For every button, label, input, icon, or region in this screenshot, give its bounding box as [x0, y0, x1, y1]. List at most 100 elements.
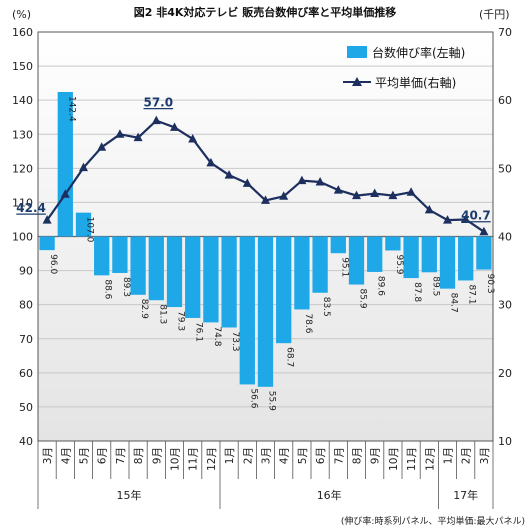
- price-marker: [170, 122, 179, 131]
- bar: [203, 236, 219, 323]
- price-marker: [315, 176, 325, 186]
- price-marker: [42, 215, 52, 224]
- footnote: (伸び率:時系列パネル、平均単価:最大パネル): [341, 515, 525, 527]
- y-right-tick-label: 40: [498, 231, 512, 244]
- price-marker: [297, 175, 307, 185]
- bar-value-label: 56.6: [248, 388, 258, 408]
- bar: [239, 236, 255, 385]
- price-marker: [188, 134, 198, 143]
- bar-value-label: 90.3: [485, 274, 495, 294]
- x-tick-label: 9月: [370, 447, 382, 464]
- bar: [367, 236, 383, 272]
- y-left-tick-label: 160: [12, 26, 33, 39]
- y-right-tick-label: 50: [498, 162, 512, 175]
- bar-value-label: 68.7: [285, 347, 295, 367]
- y-left-tick-label: 40: [19, 435, 33, 448]
- bar-labels: 96.0 142.4 107.0 88.6 89.3 82.9 81.3 79.3 76.1 74…: [48, 96, 495, 411]
- y-left-tick-label: 110: [12, 196, 33, 209]
- y-left-tick-label: 130: [12, 128, 33, 141]
- x-tick-label: 8月: [352, 447, 364, 464]
- bar: [112, 236, 128, 273]
- bar: [94, 236, 110, 276]
- price-marker: [352, 190, 361, 200]
- bar: [403, 236, 419, 279]
- x-tick-label: 6月: [315, 447, 327, 464]
- legend-bar-swatch: [347, 46, 367, 58]
- bar-value-label: 95.1: [339, 257, 349, 277]
- bar: [185, 236, 201, 318]
- bar-value-label: 55.9: [267, 391, 277, 411]
- x-tick-label: 7月: [333, 447, 345, 464]
- bar: [257, 236, 274, 387]
- bar-value-label: 82.9: [139, 299, 149, 319]
- legend-line-marker: [352, 77, 362, 86]
- price-callout: 42.4: [16, 201, 46, 215]
- x-tick-label: 5月: [79, 447, 91, 464]
- price-marker: [406, 187, 416, 196]
- price-marker: [60, 189, 70, 198]
- x-tick-label: 4月: [279, 447, 291, 464]
- bar-value-label: 89.5: [430, 276, 440, 296]
- y-left-tick-label: 70: [19, 333, 33, 346]
- x-tick-label: 5月: [297, 447, 309, 464]
- y-left-tick-label: 140: [12, 94, 33, 107]
- x-tick-label: 7月: [115, 447, 127, 464]
- price-marker: [151, 115, 161, 125]
- bar: [458, 236, 474, 281]
- bar-value-label: 85.9: [358, 289, 368, 309]
- bar: [39, 236, 55, 251]
- bar: [312, 236, 328, 293]
- price-marker: [461, 214, 471, 223]
- y-right-unit: (千円): [479, 8, 510, 21]
- legend-line-label: 平均単価(右軸): [375, 75, 456, 90]
- price-marker: [133, 132, 143, 142]
- bar-value-label: 88.6: [103, 279, 113, 299]
- chart-title: 図2 非4K対応テレビ 販売台数伸び率と平均単価推移: [134, 5, 397, 19]
- x-tick-label: 10月: [388, 447, 400, 471]
- line-callouts: 42.4 57.0 40.7: [16, 96, 490, 223]
- bar: [221, 236, 237, 328]
- price-marker: [242, 178, 252, 187]
- y-left-tick-label: 150: [12, 60, 33, 73]
- x-tick-label: 2月: [461, 447, 473, 464]
- line-series: [42, 115, 489, 236]
- price-marker: [424, 204, 434, 214]
- y-right-tick-label: 30: [498, 299, 512, 312]
- price-marker: [79, 162, 88, 172]
- x-tick-label: 3月: [479, 447, 491, 464]
- legend: 台数伸び率(左軸) 平均単価(右軸): [343, 45, 465, 90]
- bar-value-label: 89.3: [121, 277, 131, 297]
- legend-bar-label: 台数伸び率(左軸): [372, 45, 465, 60]
- y-right-tick-label: 20: [498, 367, 512, 380]
- bar-value-label: 87.1: [467, 284, 477, 304]
- price-marker: [224, 170, 234, 179]
- price-marker: [115, 129, 125, 138]
- bar-value-label: 76.1: [194, 322, 204, 342]
- bar-value-label: 74.8: [212, 326, 222, 346]
- bar-value-label: 83.5: [321, 297, 331, 317]
- x-tick-label: 9月: [151, 447, 163, 464]
- price-marker: [388, 190, 398, 200]
- x-tick-label: 2月: [242, 447, 254, 464]
- y-left-tick-label: 60: [19, 367, 33, 380]
- y-left-unit: (%): [12, 8, 31, 21]
- bar: [75, 212, 92, 237]
- bar: [166, 236, 183, 308]
- price-callout: 40.7: [461, 209, 491, 223]
- x-tick-label: 1月: [224, 447, 236, 464]
- bar-value-label: 89.6: [376, 276, 386, 296]
- price-marker: [279, 191, 289, 200]
- bar: [348, 236, 365, 285]
- bar: [130, 236, 146, 295]
- year-label: 17年: [453, 488, 478, 502]
- axes: 40 50 60 70 80 90 100 110 120 130 140 150 160 10 20 30 4…: [12, 26, 512, 448]
- bar: [439, 236, 456, 289]
- bar-value-label: 81.3: [157, 304, 167, 324]
- x-axis: 3月 4月 5月 6月 7月 8月 9月 10月 11月 12月 1月 2月 3月 4月 5月 6月 7月 8月 9…: [37, 441, 494, 509]
- bar-value-label: 73.3: [230, 332, 240, 352]
- price-marker: [206, 157, 216, 167]
- bar-value-label: 79.3: [176, 311, 186, 331]
- price-marker: [370, 188, 380, 198]
- bar-value-label: 142.4: [66, 96, 76, 122]
